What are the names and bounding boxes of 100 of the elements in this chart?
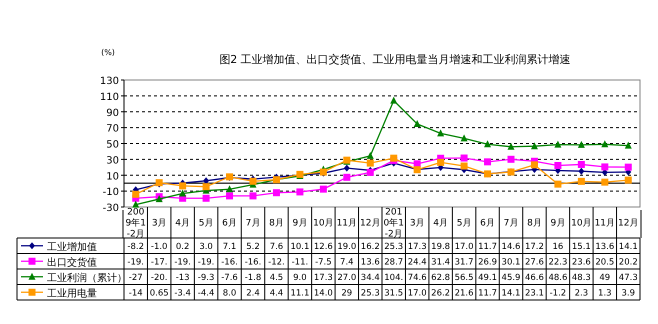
y-tick-label: 30 (106, 155, 119, 166)
data-label: 27.6 (524, 257, 544, 268)
x-tick-label: 4月 (433, 218, 448, 228)
x-tick-label: 8月 (269, 218, 284, 228)
data-label: 8.0 (222, 288, 236, 298)
point (601, 163, 608, 170)
data-label: 34.4 (360, 272, 380, 283)
data-label: 1.3 (598, 288, 612, 298)
point (202, 183, 210, 190)
point (554, 140, 562, 148)
point (624, 176, 632, 184)
point (320, 186, 327, 193)
y-tick-label: 70 (106, 124, 119, 135)
data-label: 7.1 (222, 242, 236, 252)
point (530, 161, 538, 168)
point (250, 192, 256, 200)
data-label: 27.0 (337, 272, 356, 283)
point (414, 120, 421, 127)
x-tick-label: 7月 (246, 218, 260, 228)
legend-label: 工业增加值 (47, 240, 97, 253)
data-label: 14.0 (314, 288, 333, 298)
data-label: -11. (292, 257, 308, 268)
data-label: 31.4 (431, 257, 450, 268)
data-label: 62.8 (431, 272, 450, 283)
x-tick-label: 12月 (360, 218, 380, 228)
x-tick-label: 7月 (504, 218, 518, 228)
data-label: 17.0 (408, 288, 427, 298)
point (343, 174, 350, 181)
data-label: -13 (176, 272, 190, 283)
data-label: 12.6 (314, 242, 333, 252)
x-tick-label: 8月 (527, 218, 542, 228)
data-label: 17.3 (408, 242, 427, 252)
data-label: 17.0 (454, 242, 474, 252)
data-label: -19. (174, 257, 191, 268)
data-label: -20. (150, 272, 168, 283)
data-label: 0.2 (176, 242, 190, 252)
x-tick-label: 5月 (198, 218, 214, 228)
data-label: 3.0 (199, 242, 213, 252)
x-tick-label: 2009年1-2月 (126, 208, 146, 240)
data-label: -4.4 (198, 288, 214, 298)
y-axis-title: (%) (101, 48, 115, 57)
x-tick-label: 11月 (594, 218, 616, 228)
data-label: 17.3 (314, 272, 333, 283)
point (179, 182, 186, 190)
data-label: 23.6 (572, 257, 591, 268)
x-tick-label: 4月 (175, 218, 190, 228)
data-label: 26.2 (431, 288, 450, 298)
data-label: 104. (384, 272, 404, 283)
point (296, 188, 304, 196)
point (460, 154, 468, 162)
data-label: 15.1 (572, 242, 591, 252)
point (437, 129, 444, 136)
data-label: -16. (244, 257, 262, 268)
data-label: 30.1 (502, 257, 520, 268)
data-label: 47.3 (618, 272, 638, 283)
data-label: -1.8 (244, 272, 262, 283)
data-label: 16.2 (360, 242, 380, 252)
data-label: 48.3 (572, 272, 591, 283)
data-label: 20.5 (595, 257, 614, 268)
data-label: -17. (150, 257, 168, 268)
x-tick-label: 9月 (550, 218, 566, 228)
data-label: 9.0 (293, 272, 307, 283)
point (226, 185, 234, 192)
point (460, 134, 468, 142)
y-tick-label: 50 (106, 140, 119, 150)
data-label: 19.0 (337, 242, 356, 252)
data-label: 56.5 (454, 272, 474, 283)
point (554, 162, 562, 169)
data-label: 14.6 (502, 242, 520, 252)
point (554, 180, 562, 188)
data-label: 49 (599, 272, 610, 283)
data-label: -14 (128, 288, 143, 298)
data-label: 20.2 (618, 257, 638, 268)
data-label: -19. (198, 257, 214, 268)
x-tick-label: 10月 (571, 218, 592, 228)
point (366, 160, 374, 167)
data-label: 13.6 (595, 242, 614, 252)
point (366, 152, 374, 159)
point (226, 192, 234, 200)
data-label: 31.5 (384, 288, 404, 298)
x-tick-label: 3月 (410, 218, 425, 228)
data-label: 49.1 (478, 272, 498, 283)
point (460, 162, 468, 170)
legend-label: 工业利润（累计） (47, 272, 127, 284)
data-label: 17.2 (524, 242, 544, 252)
data-label: 22.3 (548, 257, 568, 268)
data-label: 24.4 (408, 257, 427, 268)
data-label: 7.4 (340, 257, 354, 268)
point (344, 164, 350, 172)
data-label: 28.7 (384, 257, 404, 268)
data-label: -16. (221, 257, 238, 268)
data-label: 26.9 (478, 257, 498, 268)
y-tick-label: 110 (100, 92, 119, 103)
data-label: 46.6 (524, 272, 544, 283)
data-label: 29 (341, 288, 352, 298)
point (202, 194, 210, 202)
data-label: -27 (128, 272, 143, 283)
data-label: 23.1 (524, 288, 544, 298)
point (578, 178, 585, 185)
data-label: 2.4 (246, 288, 260, 298)
